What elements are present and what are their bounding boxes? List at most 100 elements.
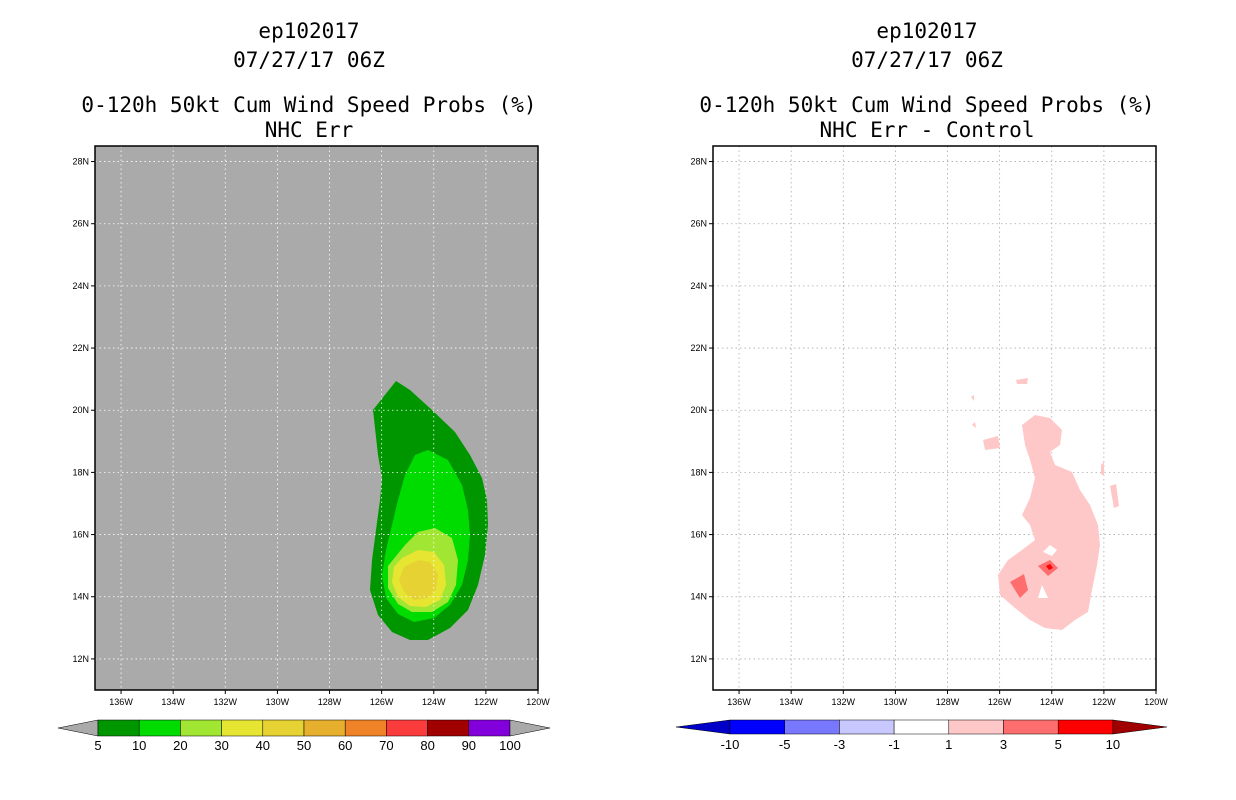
left-colorbar-over-triangle [509,719,551,737]
diff-contour-hole [1043,545,1057,556]
left-ytick-label-22N: 22N [72,343,89,353]
right-title-block: ep102017 07/27/17 06Z 0-120h 50kt Cum Wi… [647,17,1207,145]
left-xtick-label-132W: 132W [214,697,238,707]
left-colorbar-label-70: 70 [379,738,393,753]
left-xtick-label-136W: 136W [109,697,133,707]
right-colorbar-box-2 [839,719,895,735]
left-xtick-label-126W: 126W [370,697,394,707]
left-ytick-label-16N: 16N [72,530,89,540]
left-map-panel: 136W 134W 132W 130W 128W 126W 124W 122W 120W 12N 1… [72,145,550,707]
left-colorbar-box-4 [262,719,305,737]
left-product-title: 0-120h 50kt Cum Wind Speed Probs (%) [81,93,537,117]
diff-contour-5-10 [1046,564,1053,570]
right-plot-background [713,146,1156,690]
left-colorbar-box-0 [97,719,140,737]
right-colorbar-box-1 [784,719,840,735]
left-xtick-label-130W: 130W [266,697,290,707]
diff-contour-blob-2 [1016,378,1028,384]
right-xtick-label-128W: 128W [936,697,960,707]
right-xtick-label-120W: 120W [1144,697,1168,707]
right-colorbar-label-5: 5 [1055,737,1062,752]
left-colorbar-box-9 [468,719,511,737]
left-colorbar-box-8 [427,719,470,737]
right-date: 07/27/17 06Z [851,48,1003,72]
right-colorbar-label-3: 3 [1000,737,1007,752]
right-xtick-label-126W: 126W [988,697,1012,707]
right-plot-frame [712,145,1157,691]
diff-contour-3-5-a [1010,574,1028,598]
right-colorbar-box-4 [948,719,1004,735]
right-colorbar-label--10: -10 [721,737,740,752]
left-ytick-label-26N: 26N [72,219,89,229]
left-colorbar-box-6 [344,719,387,737]
left-ytick-label-14N: 14N [72,592,89,602]
left-colorbar-label-10: 10 [132,738,146,753]
contour-40-50 [399,560,438,600]
right-ytick-label-22N: 22N [690,343,707,353]
left-colorbar-box-5 [303,719,346,737]
right-product-title: 0-120h 50kt Cum Wind Speed Probs (%) [699,93,1155,117]
left-xtick-label-124W: 124W [422,697,446,707]
right-colorbar-box-3 [893,719,950,735]
left-xtick-label-122W: 122W [474,697,498,707]
right-ytick-label-28N: 28N [690,157,707,167]
diff-contour-blob-1 [983,436,1000,450]
left-xtick-label-120W: 120W [526,697,550,707]
left-ytick-label-28N: 28N [72,157,89,167]
left-colorbar: 5 10 20 30 40 50 60 70 80 90 100 [57,719,551,753]
left-title-block: ep102017 07/27/17 06Z 0-120h 50kt Cum Wi… [29,17,589,145]
right-colorbar-label-1: 1 [945,737,952,752]
right-colorbar: -10 -5 -3 -1 1 3 5 10 [675,719,1167,752]
right-colorbar-box-0 [729,719,785,735]
left-colorbar-label-90: 90 [462,738,476,753]
left-colorbar-label-80: 80 [420,738,434,753]
right-map-panel: 136W 134W 132W 130W 128W 126W 124W 122W 120W 12N 1… [690,145,1168,707]
left-colorbar-under-triangle [57,719,99,737]
left-colorbar-label-100: 100 [499,738,521,753]
left-ytick-label-24N: 24N [72,281,89,291]
diff-contour-blob-3 [1110,484,1119,508]
left-axis-ticks: 136W 134W 132W 130W 128W 126W 124W 122W 120W 12N 1… [72,157,550,707]
right-colorbar-box-5 [1003,719,1059,735]
right-xtick-label-134W: 134W [779,697,803,707]
left-colorbar-box-1 [138,719,181,737]
diff-contour-hole-2 [1038,585,1048,598]
right-colorbar-label--1: -1 [888,737,900,752]
right-colorbar-label-10: 10 [1106,737,1120,752]
left-xtick-label-134W: 134W [161,697,185,707]
right-colorbar-under-triangle [675,719,731,735]
diff-contour-blob-5 [971,395,974,401]
left-date: 07/27/17 06Z [233,48,385,72]
left-ytick-label-12N: 12N [72,654,89,664]
left-colorbar-label-60: 60 [338,738,352,753]
right-xtick-label-136W: 136W [727,697,751,707]
left-colorbar-label-50: 50 [297,738,311,753]
left-colorbar-label-20: 20 [173,738,187,753]
left-plot-frame [94,145,539,691]
right-subtitle: NHC Err - Control [819,118,1035,142]
left-colorbar-label-5: 5 [94,738,101,753]
left-subtitle: NHC Err [264,118,354,142]
right-storm-id: ep102017 [876,19,978,43]
right-ytick-label-12N: 12N [690,654,707,664]
right-ytick-label-24N: 24N [690,281,707,291]
right-xtick-label-130W: 130W [884,697,908,707]
right-ytick-label-18N: 18N [690,467,707,477]
right-xtick-label-124W: 124W [1040,697,1064,707]
left-colorbar-label-30: 30 [214,738,228,753]
left-colorbar-box-3 [221,719,264,737]
right-xtick-label-132W: 132W [832,697,856,707]
left-ytick-label-20N: 20N [72,405,89,415]
right-axis-ticks: 136W 134W 132W 130W 128W 126W 124W 122W 120W 12N 1… [690,157,1168,707]
right-ytick-label-16N: 16N [690,530,707,540]
left-xtick-label-128W: 128W [318,697,342,707]
right-colorbar-label--3: -3 [834,737,846,752]
left-colorbar-box-7 [386,719,428,737]
left-ytick-label-18N: 18N [72,467,89,477]
left-colorbar-box-2 [180,719,222,737]
diff-contour-blob-4 [1101,462,1104,476]
right-colorbar-over-triangle [1112,719,1167,735]
right-ytick-label-14N: 14N [690,592,707,602]
left-plot-background [95,146,538,690]
